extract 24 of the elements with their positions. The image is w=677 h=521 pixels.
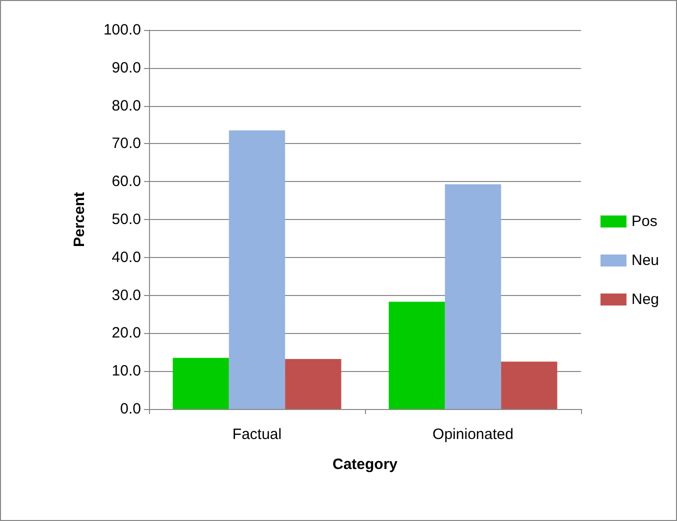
legend-label: Neg xyxy=(631,291,660,308)
legend-label: Neu xyxy=(631,252,660,269)
y-tick-label: 30.0 xyxy=(112,286,141,304)
bar xyxy=(388,302,445,409)
y-tick-label: 40.0 xyxy=(112,248,141,266)
bar xyxy=(172,358,229,409)
bar xyxy=(501,362,558,409)
bar xyxy=(285,358,342,409)
y-tick-label: 80.0 xyxy=(112,97,141,114)
x-tick-label: Factual xyxy=(232,426,282,443)
y-tick-label: 60.0 xyxy=(112,173,141,190)
bar xyxy=(444,184,502,409)
legend-label: Pos xyxy=(631,213,658,230)
y-tick-label: 20.0 xyxy=(112,324,141,342)
y-tick-label: 10.0 xyxy=(112,362,141,380)
bar xyxy=(228,130,286,409)
y-axis-title: Percent xyxy=(71,192,88,248)
y-tick-label: 100.0 xyxy=(103,22,141,38)
y-tick-label: 90.0 xyxy=(112,59,141,76)
y-tick-label: 70.0 xyxy=(112,135,141,152)
x-axis-title: Category xyxy=(332,456,398,473)
y-tick-label: 0.0 xyxy=(120,400,141,418)
y-tick-label: 50.0 xyxy=(112,211,141,228)
x-tick-label: Opinionated xyxy=(432,426,514,443)
